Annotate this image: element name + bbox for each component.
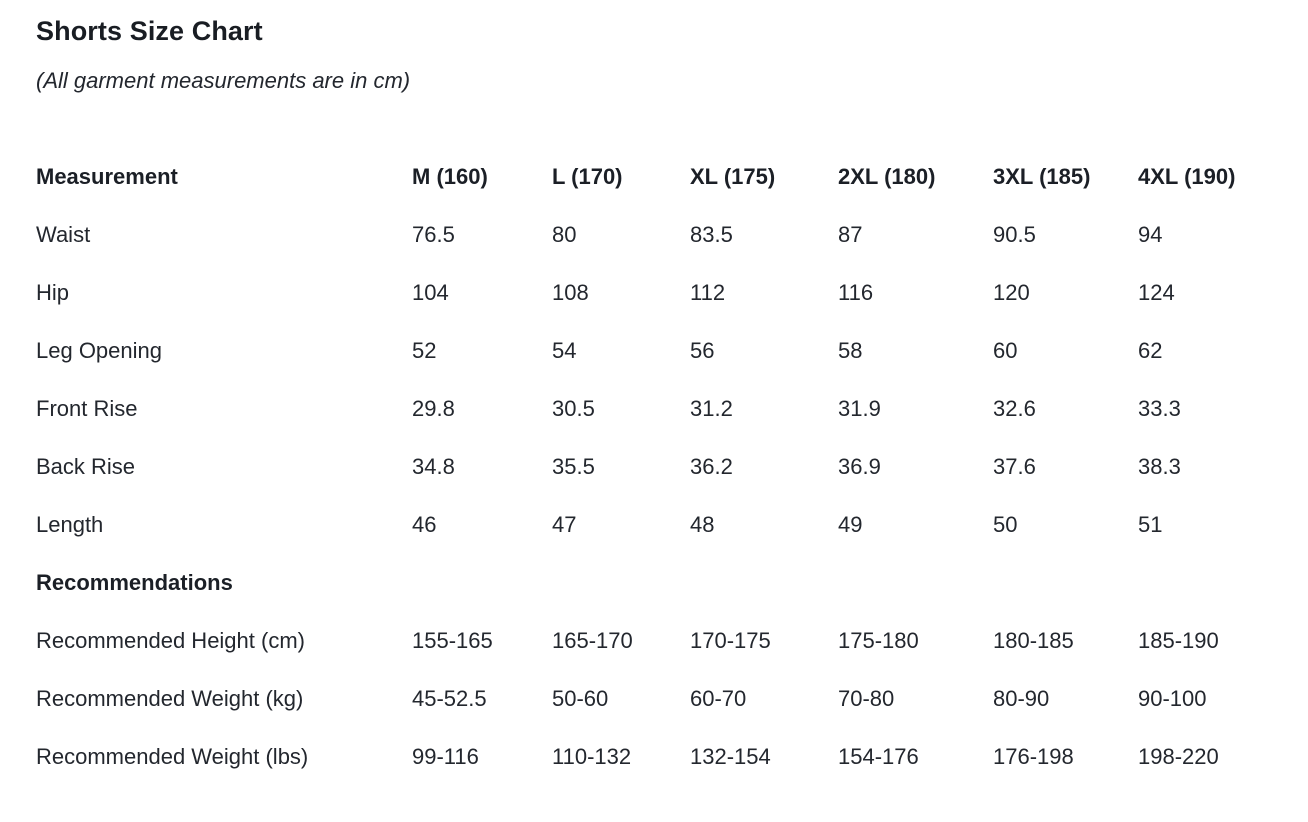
cell-value: 198-220 (1138, 744, 1219, 769)
cell-value: 50-60 (552, 686, 609, 711)
measurement-note: (All garment measurements are in cm) (36, 68, 411, 93)
section-header-label: Recommendations (36, 570, 233, 595)
measurement-rows-body: Waist 76.5 80 83.5 87 90.5 94 Hip 104 108 112 116 12… (36, 206, 1272, 554)
cell-value: 80-90 (993, 686, 1050, 711)
table-row: Leg Opening 52 54 56 58 60 62 (36, 322, 1272, 380)
cell-value: 31.2 (690, 396, 733, 421)
cell-value: 47 (552, 512, 577, 537)
cell-value: 54 (552, 338, 577, 363)
row-label: Recommended Weight (lbs) (36, 744, 309, 769)
cell-value: 176-198 (993, 744, 1074, 769)
cell-value: 104 (412, 280, 449, 305)
cell-value: 185-190 (1138, 628, 1219, 653)
cell-value: 60-70 (690, 686, 747, 711)
cell-value: 46 (412, 512, 437, 537)
cell-value: 80 (552, 222, 577, 247)
cell-value: 29.8 (412, 396, 455, 421)
cell-value: 110-132 (552, 744, 632, 769)
cell-value: 99-116 (412, 744, 479, 769)
cell-value: 108 (552, 280, 589, 305)
table-row: Recommended Height (cm) 155-165 165-170 170… (36, 612, 1272, 670)
cell-value: 154-176 (838, 744, 919, 769)
cell-value: 58 (838, 338, 863, 363)
recommendation-rows-body: Recommended Height (cm) 155-165 165-170 170… (36, 612, 1272, 786)
cell-value: 56 (690, 338, 715, 363)
cell-value: 120 (993, 280, 1030, 305)
cell-value: 170-175 (690, 628, 771, 653)
cell-value: 112 (690, 280, 726, 305)
table-row: Hip 104 108 112 116 120 124 (36, 264, 1272, 322)
row-label: Length (36, 512, 104, 537)
cell-value: 34.8 (412, 454, 455, 479)
cell-value: 90-100 (1138, 686, 1207, 711)
cell-value: 180-185 (993, 628, 1074, 653)
cell-value: 70-80 (838, 686, 895, 711)
col-header-size-l: L (170) (552, 164, 623, 189)
cell-value: 38.3 (1138, 454, 1181, 479)
table-row: Waist 76.5 80 83.5 87 90.5 94 (36, 206, 1272, 264)
cell-value: 31.9 (838, 396, 881, 421)
section-header-row: Recommendations (36, 554, 1272, 612)
page-title: Shorts Size Chart (36, 16, 263, 46)
cell-value: 32.6 (993, 396, 1036, 421)
cell-value: 116 (838, 280, 874, 305)
row-label: Leg Opening (36, 338, 162, 363)
row-label: Hip (36, 280, 70, 305)
cell-value: 51 (1138, 512, 1163, 537)
table-row: Back Rise 34.8 35.5 36.2 36.9 37.6 38.3 (36, 438, 1272, 496)
cell-value: 49 (838, 512, 863, 537)
row-label: Recommended Weight (kg) (36, 686, 304, 711)
cell-value: 52 (412, 338, 437, 363)
cell-value: 50 (993, 512, 1018, 537)
table-row: Front Rise 29.8 30.5 31.2 31.9 32.6 33.3 (36, 380, 1272, 438)
table-row: Recommended Weight (kg) 45-52.5 50-60 60-70… (36, 670, 1272, 728)
cell-value: 175-180 (838, 628, 919, 653)
col-header-size-3xl: 3XL (185) (993, 164, 1091, 189)
cell-value: 83.5 (690, 222, 733, 247)
cell-value: 36.9 (838, 454, 881, 479)
row-label: Back Rise (36, 454, 136, 479)
row-label: Front Rise (36, 396, 138, 421)
row-label: Waist (36, 222, 91, 247)
col-header-size-2xl: 2XL (180) (838, 164, 936, 189)
cell-value: 33.3 (1138, 396, 1181, 421)
cell-value: 94 (1138, 222, 1163, 247)
col-header-size-xl: XL (175) (690, 164, 776, 189)
cell-value: 30.5 (552, 396, 595, 421)
row-label: Recommended Height (cm) (36, 628, 305, 653)
size-chart-table: Measurement M (160) L (170) XL (175) 2XL… (36, 148, 1272, 786)
cell-value: 62 (1138, 338, 1163, 363)
cell-value: 45-52.5 (412, 686, 487, 711)
col-header-measurement: Measurement (36, 164, 178, 189)
cell-value: 60 (993, 338, 1018, 363)
cell-value: 124 (1138, 280, 1175, 305)
header-row: Measurement M (160) L (170) XL (175) 2XL… (36, 148, 1272, 206)
cell-value: 37.6 (993, 454, 1036, 479)
cell-value: 35.5 (552, 454, 595, 479)
cell-value: 48 (690, 512, 715, 537)
cell-value: 132-154 (690, 744, 771, 769)
cell-value: 76.5 (412, 222, 455, 247)
table-row: Length 46 47 48 49 50 51 (36, 496, 1272, 554)
table-row: Recommended Weight (lbs) 99-116 110-132 132… (36, 728, 1272, 786)
cell-value: 90.5 (993, 222, 1036, 247)
cell-value: 155-165 (412, 628, 493, 653)
col-header-size-4xl: 4XL (190) (1138, 164, 1236, 189)
cell-value: 165-170 (552, 628, 633, 653)
col-header-size-m: M (160) (412, 164, 488, 189)
cell-value: 87 (838, 222, 863, 247)
cell-value: 36.2 (690, 454, 733, 479)
